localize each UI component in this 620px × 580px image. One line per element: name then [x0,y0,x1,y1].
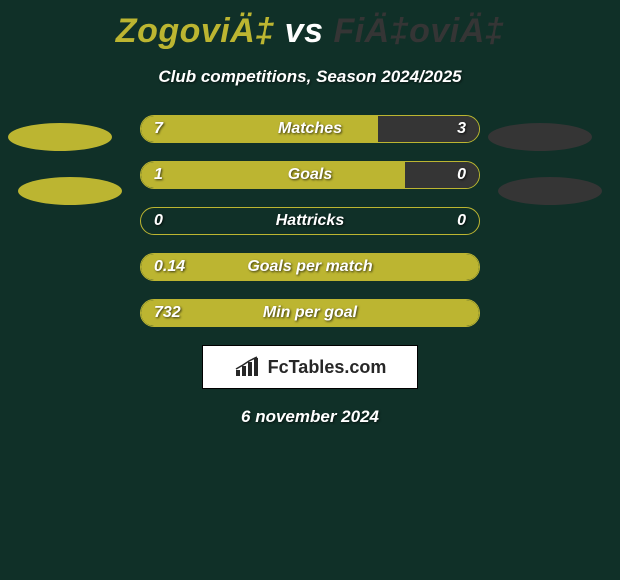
stat-label: Hattricks [140,207,480,235]
date-label: 6 november 2024 [0,407,620,427]
stat-row-hattricks: 00Hattricks [140,207,480,235]
stat-label: Goals [140,161,480,189]
chart-icon [234,356,262,378]
side-oval-3 [498,177,602,205]
player2-name: FiÄ‡oviÄ‡ [333,12,504,50]
player1-name: ZogoviÄ‡ [116,12,275,50]
side-oval-0 [8,123,112,151]
subtitle: Club competitions, Season 2024/2025 [0,67,620,87]
stat-row-goals: 10Goals [140,161,480,189]
stat-label: Matches [140,115,480,143]
logo-box: FcTables.com [202,345,418,389]
side-oval-2 [18,177,122,205]
stat-row-min-per-goal: 732Min per goal [140,299,480,327]
stat-row-matches: 73Matches [140,115,480,143]
side-oval-1 [488,123,592,151]
stats-container: 73Matches 10Goals 00Hattricks 0.14Goals per… [140,115,480,327]
logo-text: FcTables.com [268,357,387,378]
vs-label: vs [285,12,324,50]
stat-label: Goals per match [140,253,480,281]
stat-label: Min per goal [140,299,480,327]
logo-inner: FcTables.com [234,356,387,378]
stat-row-goals-per-match: 0.14Goals per match [140,253,480,281]
comparison-title: ZogoviÄ‡ vs FiÄ‡oviÄ‡ [0,0,620,51]
